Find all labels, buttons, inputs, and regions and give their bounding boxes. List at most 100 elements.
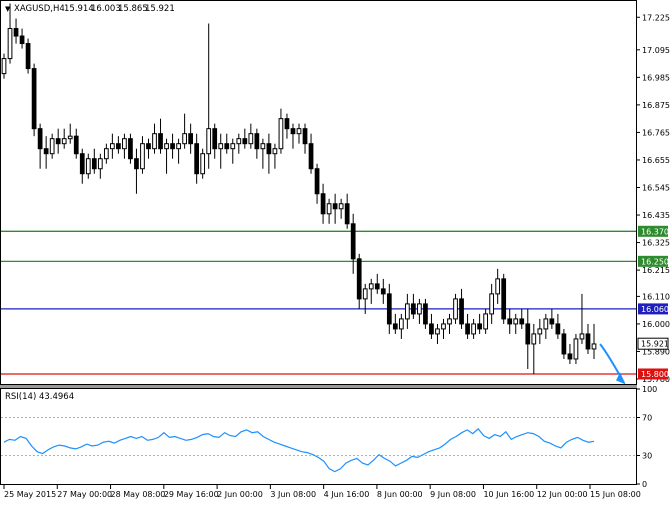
candle-body-bear [37,128,43,150]
candle-body-bull [200,153,206,175]
candle-body-bull [272,148,278,155]
candle [37,123,43,169]
rsi-tick-label: 100 [642,385,657,394]
candle [320,183,326,224]
candle-body-bear [507,318,513,325]
rsi-grid [1,417,636,456]
candle [122,133,127,159]
candle [260,138,266,169]
candle [543,313,549,339]
candle [350,213,356,274]
candle-body-bull [537,328,543,335]
candle [453,293,458,324]
level-label: 15.800 [641,370,669,379]
candle [140,136,145,174]
time-tick-label: 12 Jun 00:00 [537,490,588,499]
panel-splitter[interactable] [0,385,637,388]
rsi-tick-label: 30 [642,452,652,461]
candle-body-bear [501,278,507,320]
candle [489,283,495,324]
candle-body-bear [43,148,49,155]
price-tick-label: 17.225 [642,13,670,22]
candle-body-bull [182,133,187,145]
candle [423,298,428,329]
candle-body-bull [164,143,169,150]
header-arrow-icon[interactable]: ▼ [5,5,11,13]
candle-body-bull [489,293,495,315]
candle [278,108,284,154]
candle [43,136,49,169]
level-label: 16.250 [641,257,669,266]
time-tick-label: 15 Jun 08:00 [590,490,641,499]
current-price-box [637,337,669,350]
price-tick-label: 15.890 [642,347,670,356]
candle [296,123,302,144]
candle-body-bear [332,203,338,210]
price-tick-label: 16.325 [642,239,670,248]
price-tick-label: 16.985 [642,73,670,82]
rsi-tick-label: 70 [642,414,652,423]
candle-body-bear [290,128,296,135]
candle-body-bull [296,128,302,135]
candle-body-bull [248,133,254,145]
candle [236,133,242,154]
candle-body-bull [260,143,266,150]
candle [362,283,368,314]
candle-body-bear [25,43,31,70]
candle [49,133,55,159]
candle [25,38,31,74]
candle [435,323,440,344]
candle-body-bull [483,313,488,330]
price-tick-label: 16.765 [642,128,670,137]
rsi-tick-label: 0 [642,480,647,489]
candle-body-bear [386,293,392,325]
candle-body-bull [122,138,127,150]
price-tick-label: 16.435 [642,211,670,220]
level-label-box [638,225,668,237]
candle [332,193,338,224]
candle [248,123,254,149]
candle [128,133,133,164]
time-tick-label: 9 Jun 08:00 [430,490,476,499]
candle-body-bull [398,318,404,330]
candle-body-bull [471,323,476,335]
candle [356,253,362,309]
candle-body-bear [314,168,320,195]
candle [471,318,476,339]
candle [254,128,260,159]
candle-body-bear [13,28,19,37]
time-tick-label: 4 Jun 16:00 [324,490,370,499]
candle [441,318,446,339]
candle-body-bear [380,288,386,295]
candle [230,138,236,164]
candle [110,133,115,159]
time-tick-label: 3 Jun 08:00 [270,490,316,499]
price-tick-label: 16.000 [642,320,670,329]
candle-body-bear [55,138,61,145]
candle-body-bull [85,158,91,175]
candle-body-bull [61,138,67,145]
candle-body-bull [531,333,537,345]
candle-body-bull [103,148,109,160]
candle-body-bull [453,298,458,320]
price-levels [1,230,636,375]
candle-body-bull [278,118,284,150]
candle-body-bear [429,323,434,335]
candle [194,133,200,184]
candle-body-bull [110,143,115,150]
level-label-box [638,255,668,267]
price-tick-label: 16.545 [642,183,670,192]
price-tick-label: 16.875 [642,101,670,110]
candle [573,333,579,364]
candle [344,193,350,229]
candle-body-bull [441,323,446,330]
level-label: 16.370 [641,227,669,236]
candle [97,153,103,179]
candle-body-bull [543,318,549,330]
candle [200,148,206,179]
candle [501,273,507,324]
candle [67,123,73,144]
